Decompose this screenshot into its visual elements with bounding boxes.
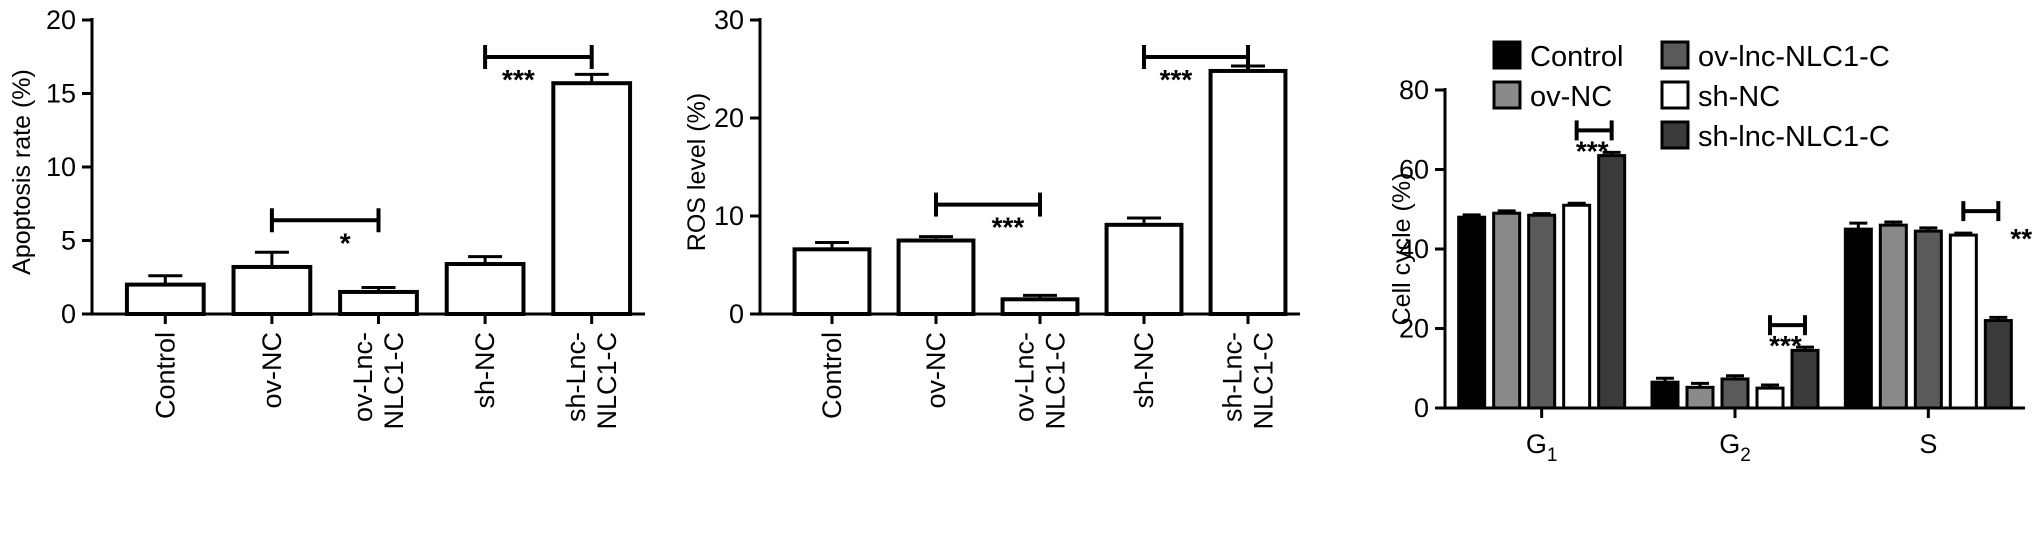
y-tick-label: 20 xyxy=(1399,314,1429,344)
x-tick-label-subscript: 1 xyxy=(1547,445,1558,466)
bar xyxy=(1843,227,1873,410)
x-tick-label: NLC1-C xyxy=(1041,332,1071,430)
legend-swatch xyxy=(1660,40,1690,70)
y-tick-label: 0 xyxy=(1414,393,1429,423)
x-tick-label: NLC1-C xyxy=(1249,332,1279,430)
bar xyxy=(1913,229,1943,410)
bar xyxy=(1755,386,1785,410)
x-tick-label-main: G xyxy=(1526,429,1547,459)
x-tick-label: sh-Lnc- xyxy=(561,332,591,422)
y-tick-label: 20 xyxy=(46,5,76,35)
legend-label: ov-NC xyxy=(1530,81,1612,113)
y-tick-label: 15 xyxy=(46,79,76,109)
y-axis-label: ROS level (%) xyxy=(683,93,711,251)
legend-swatch xyxy=(1660,120,1690,150)
x-tick-label: G1 xyxy=(1526,429,1558,466)
bar xyxy=(551,81,633,316)
bar xyxy=(1948,233,1978,410)
legend: Control ov-NC ov-lnc-NLC1-C sh-NC sh-lnc-NLC… xyxy=(1492,40,1890,153)
apoptosis-rate-chart: 0 5 10 15 20 Apoptosis rate (%) Control ov-NC ov… xyxy=(8,5,645,430)
bar xyxy=(1208,68,1288,316)
bar xyxy=(231,264,313,316)
legend-swatch xyxy=(1660,80,1690,110)
legend-swatch xyxy=(1492,80,1522,110)
significance-label: *** xyxy=(1769,330,1802,361)
bar xyxy=(124,282,206,317)
legend-label: ov-lnc-NLC1-C xyxy=(1698,41,1890,73)
bar xyxy=(1527,213,1557,410)
bar xyxy=(1562,203,1592,410)
x-tick-label-subscript: 2 xyxy=(1740,445,1751,466)
bar xyxy=(444,262,526,316)
x-tick-label: NLC1-C xyxy=(379,332,409,430)
y-tick-label: 60 xyxy=(1399,155,1429,185)
x-tick-label: sh-NC xyxy=(470,332,500,409)
x-tick-label: ov-NC xyxy=(921,332,951,409)
y-tick-label: 0 xyxy=(61,299,76,329)
bar xyxy=(896,238,976,316)
x-tick-label: S xyxy=(1919,429,1937,459)
bar xyxy=(1104,222,1184,317)
bar xyxy=(1878,223,1908,410)
significance-label: *** xyxy=(1160,64,1193,95)
x-tick-label: NLC1-C xyxy=(592,332,622,430)
x-tick-label: sh-NC xyxy=(1129,332,1159,409)
y-tick-label: 40 xyxy=(1399,234,1429,264)
bar xyxy=(1790,348,1820,410)
bar xyxy=(1720,377,1750,410)
bar xyxy=(1597,154,1627,410)
y-axis-label: Apoptosis rate (%) xyxy=(8,69,36,275)
legend-label: Control xyxy=(1530,41,1624,73)
x-tick-label: G2 xyxy=(1719,429,1751,466)
x-tick-label: ov-Lnc- xyxy=(1010,332,1040,422)
x-tick-label-main: G xyxy=(1719,429,1740,459)
x-tick-label: ov-NC xyxy=(257,332,287,409)
x-tick-label: ov-Lnc- xyxy=(348,332,378,422)
bar xyxy=(1457,215,1487,410)
bar xyxy=(338,289,419,317)
bar xyxy=(1983,319,2013,410)
significance-label: *** xyxy=(992,212,1025,243)
y-tick-label: 80 xyxy=(1399,75,1429,105)
legend-swatch xyxy=(1492,40,1522,70)
y-tick-label: 0 xyxy=(729,299,744,329)
y-tick-label: 20 xyxy=(714,103,744,133)
y-tick-label: 10 xyxy=(46,152,76,182)
x-tick-label: Control xyxy=(150,332,180,419)
bar xyxy=(1685,385,1715,410)
significance-label: *** xyxy=(1576,135,1609,166)
bar xyxy=(1000,297,1080,316)
y-axis-label: Cell cycle (%) xyxy=(1388,173,1416,326)
legend-label: sh-lnc-NLC1-C xyxy=(1698,121,1890,153)
significance-label: *** xyxy=(2010,223,2032,254)
y-tick-label: 30 xyxy=(714,5,744,35)
bar xyxy=(1650,380,1680,410)
bar xyxy=(792,247,872,317)
significance-label: *** xyxy=(502,64,535,95)
y-tick-label: 5 xyxy=(61,226,76,256)
legend-label: sh-NC xyxy=(1698,81,1780,113)
significance-label: * xyxy=(340,227,351,258)
x-tick-label: Control xyxy=(817,332,847,419)
y-tick-label: 10 xyxy=(714,201,744,231)
x-tick-label: sh-Lnc- xyxy=(1218,332,1248,422)
bar xyxy=(1492,211,1522,410)
